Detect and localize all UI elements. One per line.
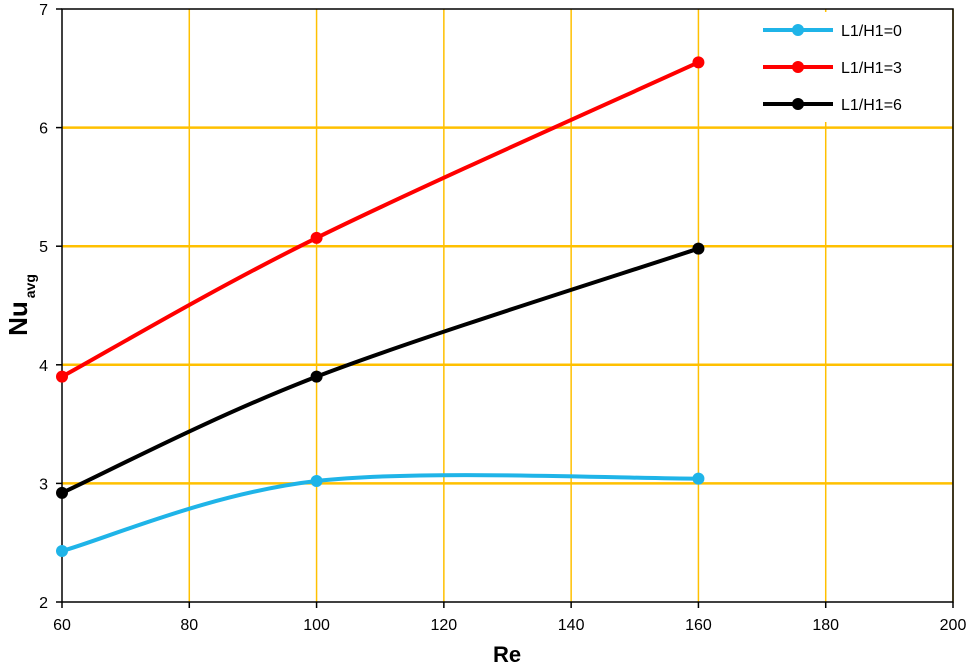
data-point-0-0	[56, 545, 68, 558]
axes: 60 80 100 120 140 160 180 200 2 3 4 5 6 7	[39, 2, 966, 634]
x-tick-label-160: 160	[685, 617, 712, 634]
data-point-1-0	[56, 370, 68, 383]
x-tick-label-140: 140	[558, 617, 585, 634]
x-tick-label-200: 200	[940, 617, 967, 634]
legend-label-0: L1/H1=0	[841, 23, 902, 40]
series-line-0	[61, 473, 699, 553]
y-axis-label-main: Nu	[3, 301, 33, 336]
x-tick-label-80: 80	[180, 617, 198, 634]
legend-label-2: L1/H1=6	[841, 97, 902, 114]
data-point-2-0	[56, 486, 68, 499]
legend-marker-0	[792, 24, 804, 36]
y-tick-label-3: 3	[39, 476, 48, 493]
y-tick-label-2: 2	[39, 595, 48, 612]
legend: L1/H1=0 L1/H1=3 L1/H1=6	[757, 12, 927, 122]
y-tick-label-5: 5	[39, 239, 48, 256]
x-tick-label-120: 120	[431, 617, 458, 634]
y-tick-label-7: 7	[39, 2, 48, 19]
y-tick-label-6: 6	[39, 121, 48, 138]
series-line-1	[61, 60, 700, 379]
legend-marker-1	[792, 61, 804, 73]
grid	[62, 9, 954, 602]
x-tick-label-60: 60	[53, 617, 71, 634]
plot-border	[61, 8, 954, 603]
legend-marker-2	[792, 98, 804, 110]
series-group	[56, 56, 705, 558]
legend-label-1: L1/H1=3	[841, 60, 902, 77]
x-tick-label-180: 180	[812, 617, 839, 634]
y-axis-label: Nu avg	[3, 274, 38, 336]
data-point-1-2	[692, 56, 705, 69]
x-tick-label-100: 100	[303, 617, 330, 634]
x-axis-label: Re	[493, 642, 521, 664]
data-point-1-1	[310, 231, 323, 244]
data-point-2-1	[310, 370, 323, 383]
series-line-2	[61, 246, 700, 495]
data-point-0-1	[310, 475, 323, 488]
data-point-2-2	[692, 242, 705, 255]
y-tick-label-4: 4	[39, 358, 48, 375]
data-point-0-2	[692, 472, 705, 485]
y-axis-label-subscript: avg	[22, 274, 38, 298]
